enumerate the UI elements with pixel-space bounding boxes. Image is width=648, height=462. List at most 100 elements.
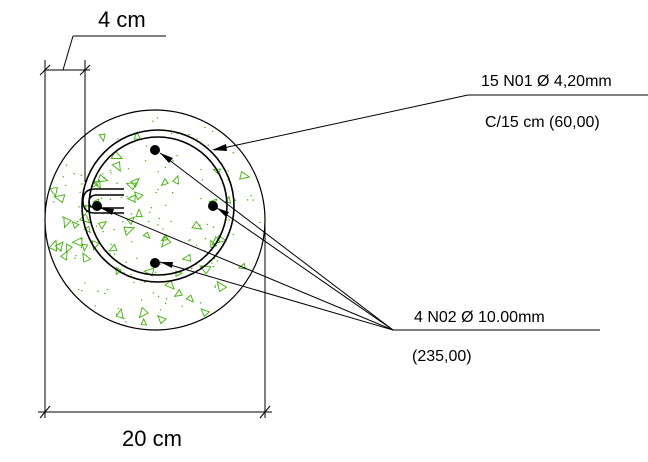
hatch-dot	[79, 191, 81, 193]
hatch-dot	[216, 260, 218, 262]
hatch-dot	[212, 226, 215, 228]
stirrup-hook	[82, 188, 124, 214]
hatch-dot	[109, 169, 112, 172]
hatch-dot	[100, 197, 103, 200]
hatch-triangle	[181, 253, 191, 262]
hatch-triangle	[216, 280, 228, 293]
hatch-dot	[140, 299, 143, 301]
hatch-triangle	[157, 315, 167, 325]
hatch-triangle	[185, 294, 195, 303]
hatch-dot	[113, 253, 116, 255]
hatch-triangle	[98, 133, 106, 143]
hatch-dot	[227, 179, 229, 181]
hatch-dot	[196, 138, 198, 140]
hatch-dot	[232, 151, 234, 154]
hatch-dot	[121, 196, 123, 199]
hatch-triangle	[142, 267, 155, 277]
hatch-triangle	[63, 216, 72, 229]
hatch-triangle	[115, 307, 124, 319]
hatch-dot	[80, 238, 82, 240]
hatch-dot	[227, 170, 229, 172]
hatch-dot	[129, 196, 132, 198]
hatch-triangle	[71, 220, 80, 229]
rebar-spec-label: 4 N02 Ø 10.00mm	[414, 309, 545, 326]
hatch-triangle	[173, 288, 183, 297]
hatch-dot	[232, 233, 234, 236]
hatch-dot	[94, 305, 96, 307]
hatch-dot	[188, 133, 190, 136]
hatch-triangle	[130, 177, 140, 188]
hatch-dot	[52, 201, 55, 203]
hatch-dot	[211, 130, 214, 133]
rebar-leader-arrows	[101, 153, 229, 268]
hatch-dot	[157, 188, 159, 191]
rebar-bar-right	[208, 201, 218, 211]
hatch-triangle	[133, 191, 144, 201]
stirrup-outer-circle	[81, 129, 235, 283]
hatch-triangle	[191, 220, 203, 230]
hatch-triangle	[49, 187, 58, 198]
hatch-triangle	[224, 195, 232, 204]
hatch-dot	[150, 207, 153, 209]
hatch-triangle	[161, 235, 172, 248]
hatch-dot	[60, 249, 63, 252]
hatch-triangle	[83, 225, 91, 234]
hatch-triangle	[142, 231, 151, 240]
rebar-length-label: (235,00)	[412, 348, 472, 365]
hatch-dot	[125, 261, 128, 263]
hatch-dot	[146, 145, 148, 147]
stirrup-leader	[213, 94, 648, 151]
hatch-dot	[115, 313, 118, 315]
hatch-dot	[228, 219, 230, 221]
hatch-triangle	[237, 262, 246, 270]
hatch-dot	[130, 213, 133, 215]
hatch-dot	[217, 284, 219, 286]
hatch-dot	[74, 257, 76, 260]
hatch-dot	[214, 286, 216, 288]
hatch-dot	[214, 285, 217, 287]
hatch-dot	[211, 262, 213, 264]
hatch-dot	[65, 184, 67, 187]
hatch-dot	[170, 220, 172, 223]
rebar-bar-top	[150, 145, 160, 155]
hatch-dot	[75, 255, 77, 257]
hatch-dot	[165, 204, 167, 207]
hatch-dot	[144, 160, 147, 162]
hatch-triangle	[164, 279, 175, 290]
hatch-dot	[152, 292, 155, 294]
hatch-dot	[157, 224, 159, 226]
hatch-triangle	[115, 266, 122, 276]
hatch-dot	[131, 241, 133, 243]
hatch-triangle	[48, 239, 58, 252]
hatch-triangle	[110, 150, 124, 159]
hatch-dot	[117, 307, 120, 310]
hatch-dot	[181, 305, 183, 307]
hatch-dot	[113, 229, 115, 231]
hatch-dot	[176, 132, 178, 135]
hatch-dot	[123, 317, 125, 320]
hatch-dot	[81, 290, 83, 292]
hatch-triangle	[60, 250, 68, 261]
rebar-bar-bottom	[150, 258, 160, 268]
hatch-dot	[126, 195, 128, 198]
hatch-dot	[136, 257, 138, 259]
hatch-triangle	[239, 171, 251, 180]
hatch-dot	[58, 243, 61, 245]
hatch-dot	[80, 174, 82, 177]
hatch-dot	[199, 224, 201, 226]
hatch-dot	[206, 223, 209, 226]
diameter-dimension-label: 20 cm	[122, 426, 182, 451]
hatch-triangle	[123, 226, 136, 237]
hatch-dot	[78, 288, 80, 291]
hatch-triangle	[97, 220, 108, 230]
hatch-dot	[125, 321, 127, 323]
hatch-dot	[149, 211, 151, 214]
hatch-dot	[78, 206, 80, 208]
hatch-dot	[81, 183, 83, 185]
hatch-dot	[162, 228, 164, 230]
hatch-dot	[157, 295, 160, 298]
hatch-dot	[133, 281, 135, 284]
hatch-dot	[250, 195, 252, 197]
hatch-triangle	[160, 177, 169, 187]
